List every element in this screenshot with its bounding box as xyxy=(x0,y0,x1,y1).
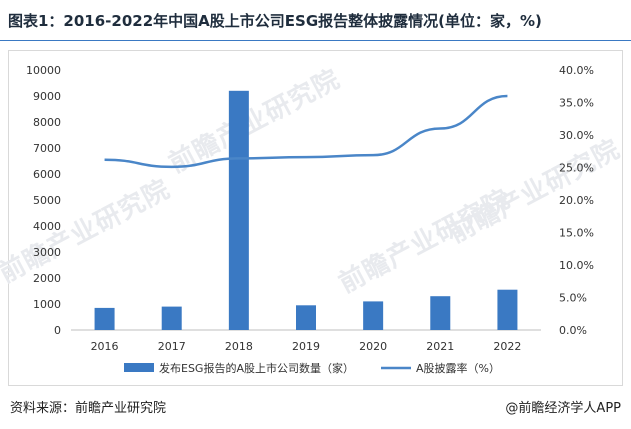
y-tick-label: 4000 xyxy=(33,220,61,233)
bar xyxy=(228,90,249,330)
y-tick-label: 7000 xyxy=(33,142,61,155)
y2-tick-label: 10.0% xyxy=(559,259,594,272)
source-note: 资料来源：前瞻产业研究院 xyxy=(10,401,167,416)
y2-tick-label: 0.0% xyxy=(559,324,587,337)
y-tick-label: 5000 xyxy=(33,194,61,207)
x-tick-label: 2020 xyxy=(359,340,387,353)
x-tick-label: 2016 xyxy=(91,340,119,353)
title-divider xyxy=(0,40,631,41)
bar xyxy=(161,306,182,330)
bar xyxy=(497,289,518,330)
bar xyxy=(296,305,316,330)
brand-label: @前瞻经济学人APP xyxy=(505,401,621,416)
y-tick-label: 10000 xyxy=(26,64,61,77)
bar xyxy=(363,301,384,330)
y2-tick-label: 35.0% xyxy=(559,97,594,110)
y2-tick-label: 20.0% xyxy=(559,194,594,207)
series-line xyxy=(104,94,508,169)
legend-label-line: A股披露率（%） xyxy=(416,361,500,375)
x-tick-label: 2017 xyxy=(158,340,186,353)
y2-tick-label: 30.0% xyxy=(559,129,594,142)
y-tick-label: 8000 xyxy=(33,116,61,129)
legend-swatch-bar xyxy=(124,363,154,372)
y-tick-label: 0 xyxy=(54,324,61,337)
chart-frame: 前瞻产业研究院 前瞻产业研究院 前瞻产业研究院 前瞻产业研究院 0 1000 200… xyxy=(0,50,625,386)
legend-label-bar: 发布ESG报告的A股上市公司数量（家） xyxy=(159,361,354,375)
chart-title: 图表1：2016-2022年中国A股上市公司ESG报告整体披露情况(单位：家，%… xyxy=(8,12,542,30)
bar xyxy=(430,296,451,330)
x-tick-label: 2021 xyxy=(426,340,454,353)
x-tick-label: 2022 xyxy=(493,340,521,353)
y-tick-label: 1000 xyxy=(33,298,61,311)
x-tick-label: 2019 xyxy=(292,340,320,353)
y-tick-label: 9000 xyxy=(33,90,61,103)
y-tick-label: 2000 xyxy=(33,272,61,285)
x-tick-label: 2018 xyxy=(225,340,253,353)
y2-tick-label: 40.0% xyxy=(559,64,594,77)
y-tick-label: 6000 xyxy=(33,168,61,181)
y2-tick-label: 25.0% xyxy=(559,162,594,175)
y-tick-label: 3000 xyxy=(33,246,61,259)
y2-tick-label: 15.0% xyxy=(559,227,594,240)
combo-chart: 0 1000 2000 3000 4000 5000 6000 7000 8000 9000 100… xyxy=(26,64,594,375)
bar xyxy=(94,307,115,330)
y2-tick-label: 5.0% xyxy=(559,292,587,305)
